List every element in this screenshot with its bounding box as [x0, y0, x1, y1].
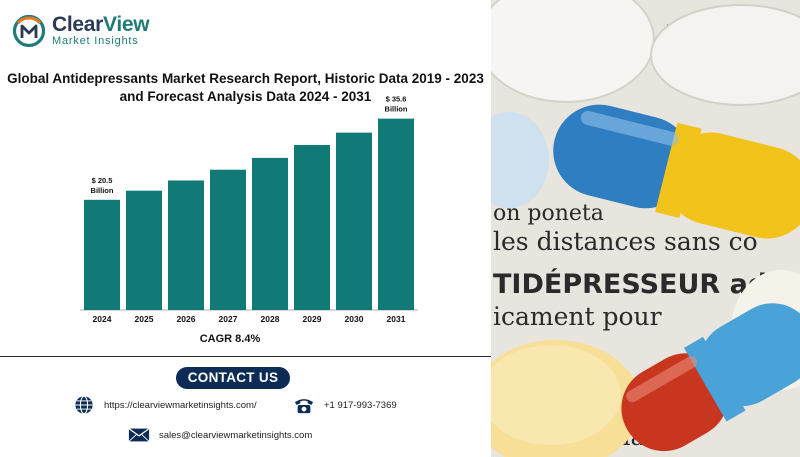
x-tick-label-2030: 2030 — [345, 314, 364, 324]
bar-2025 — [126, 190, 162, 310]
x-tick-label-2028: 2028 — [261, 314, 280, 324]
website-row: https://clearviewmarketinsights.com/ — [73, 395, 257, 415]
bar-2028 — [252, 157, 288, 310]
bar-2030 — [336, 132, 372, 310]
brand-tagline: Market Insights — [52, 35, 139, 47]
telephone-icon — [294, 399, 314, 414]
phone-row: +1 917-993-7369 — [293, 395, 397, 415]
email-row: sales@clearviewmarketinsights.com — [128, 425, 312, 445]
data-label-2024-2: Billion — [91, 186, 114, 195]
market-bar-chart: 2024 2025 2026 2027 2028 2029 2030 2031$ 20.5Bi… — [80, 95, 418, 324]
x-tick-label-2024: 2024 — [93, 314, 112, 324]
x-tick-label-2029: 2029 — [303, 314, 322, 324]
x-tick-label-2025: 2025 — [135, 314, 154, 324]
cagr-label: CAGR 8.4% — [199, 333, 261, 345]
x-tick-label-2027: 2027 — [219, 314, 238, 324]
photo-text-3: les distances sans co — [493, 227, 758, 256]
x-tick-label-2026: 2026 — [177, 314, 196, 324]
brand-name: ClearView — [52, 13, 150, 36]
report-title-line-2: and Forecast Analysis Data 2024 - 2031 — [119, 89, 372, 104]
data-label-2024-1: $ 20.5 — [92, 176, 113, 185]
antidepressant-pills-photo: non on poneta les distances sans co TIDÉ… — [491, 0, 800, 457]
email-address[interactable]: sales@clearviewmarketinsights.com — [159, 429, 313, 441]
pills-photo-illustration: non on poneta les distances sans co TIDÉ… — [491, 0, 800, 457]
bar-2026 — [168, 180, 204, 310]
website-link[interactable]: https://clearviewmarketinsights.com/ — [104, 399, 257, 411]
brand-logo: ClearView Market Insights — [12, 13, 150, 48]
data-label-2031-1: $ 35.6 — [386, 95, 407, 104]
section-divider — [0, 356, 491, 357]
clearview-logo-icon — [12, 14, 46, 48]
envelope-icon — [128, 428, 150, 442]
data-label-2031-2: Billion — [385, 105, 408, 114]
phone-number[interactable]: +1 917-993-7369 — [324, 399, 397, 411]
photo-text-5: icament pour — [493, 302, 662, 331]
bar-2029 — [294, 144, 330, 310]
report-title-line-1: Global Antidepressants Market Research R… — [7, 71, 484, 86]
contact-us-heading: CONTACT US — [176, 367, 290, 389]
x-tick-label-2031: 2031 — [387, 314, 406, 324]
infographic-panel: ClearView Market Insights Global Antidep… — [0, 13, 491, 445]
globe-icon — [75, 395, 93, 415]
bar-2031 — [378, 118, 414, 311]
photo-text-4: TIDÉPRESSEUR adj. — [493, 268, 787, 300]
report-title: Global Antidepressants Market Research R… — [0, 70, 491, 106]
bar-2024 — [84, 199, 120, 310]
bar-2027 — [210, 169, 246, 310]
